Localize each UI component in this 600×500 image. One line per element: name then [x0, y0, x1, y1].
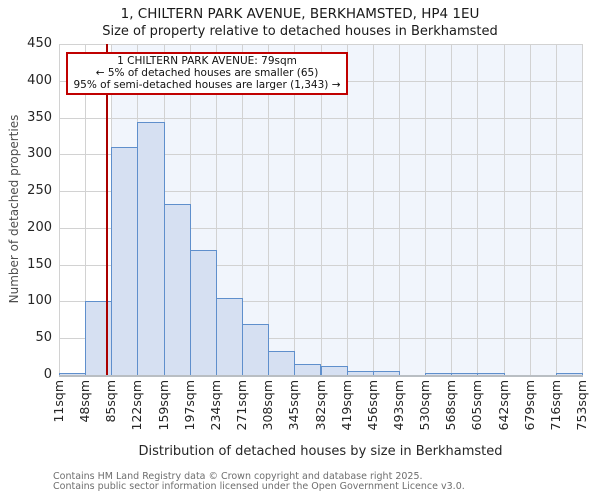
annotation-line2: ← 5% of detached houses are smaller (65) — [95, 67, 319, 80]
histogram-bar — [242, 324, 270, 375]
gridline-vertical — [530, 44, 531, 375]
gridline-vertical — [242, 44, 243, 375]
gridline-horizontal — [59, 118, 582, 119]
x-tick-label: 679sqm — [522, 380, 537, 431]
histogram-bar — [111, 147, 139, 375]
gridline-vertical — [216, 44, 217, 375]
x-tick-label: 345sqm — [286, 380, 301, 431]
y-axis-label: Number of detached properties — [7, 114, 21, 304]
y-tick-label: 200 — [27, 220, 52, 235]
x-tick-label: 382sqm — [313, 380, 328, 431]
gridline-vertical — [399, 44, 400, 375]
y-tick-label: 450 — [27, 36, 52, 51]
gridline-vertical — [556, 44, 557, 375]
gridline-vertical — [425, 44, 426, 375]
histogram-bar — [294, 364, 322, 375]
x-tick-label: 568sqm — [443, 380, 458, 431]
gridline-vertical — [268, 44, 269, 375]
histogram-bar — [372, 370, 400, 375]
y-tick-label: 300 — [27, 146, 52, 161]
y-tick-label: 150 — [27, 257, 52, 272]
chart-subtitle: Size of property relative to detached ho… — [102, 24, 498, 39]
gridline-vertical — [504, 44, 505, 375]
gridline-vertical — [347, 44, 348, 375]
x-tick-label: 530sqm — [417, 380, 432, 431]
x-tick-label: 456sqm — [365, 380, 380, 431]
x-tick-label: 85sqm — [103, 380, 118, 423]
gridline-vertical — [321, 44, 322, 375]
chart-title: 1, CHILTERN PARK AVENUE, BERKHAMSTED, HP… — [120, 6, 480, 22]
gridline-vertical — [373, 44, 374, 375]
x-tick-label: 122sqm — [129, 380, 144, 431]
gridline-vertical — [294, 44, 295, 375]
x-tick-label: 308sqm — [260, 380, 275, 431]
histogram-bar — [320, 366, 348, 375]
footer-line2: Contains public sector information licen… — [53, 481, 465, 492]
x-tick-label: 159sqm — [156, 380, 171, 431]
gridline-vertical — [582, 44, 583, 375]
x-tick-label: 271sqm — [234, 380, 249, 431]
gridline-vertical — [451, 44, 452, 375]
footer-line1: Contains HM Land Registry data © Crown c… — [53, 471, 423, 482]
gridline-horizontal — [59, 301, 582, 302]
histogram-bar — [137, 122, 165, 375]
y-tick-label: 100 — [27, 293, 52, 308]
x-axis-title: Distribution of detached houses by size … — [138, 444, 503, 459]
x-tick-label: 642sqm — [496, 380, 511, 431]
x-axis-line — [59, 375, 583, 377]
x-tick-label: 605sqm — [469, 380, 484, 431]
y-tick-label: 50 — [35, 330, 52, 345]
gridline-horizontal — [59, 228, 582, 229]
y-tick-label: 0 — [43, 367, 52, 382]
gridline-horizontal — [59, 44, 582, 45]
annotation-line1: 1 CHILTERN PARK AVENUE: 79sqm — [117, 55, 297, 67]
x-tick-label: 234sqm — [208, 380, 223, 431]
x-tick-label: 753sqm — [574, 380, 589, 431]
x-tick-label: 197sqm — [182, 380, 197, 431]
gridline-vertical — [477, 44, 478, 375]
gridline-horizontal — [59, 191, 582, 192]
property-size-marker-line — [106, 44, 109, 375]
histogram-bar — [268, 350, 296, 375]
histogram-bar — [555, 373, 583, 375]
gridline-vertical — [85, 44, 86, 375]
histogram-bar — [215, 297, 244, 375]
gridline-horizontal — [59, 338, 582, 339]
gridline-horizontal — [59, 265, 582, 266]
histogram-bar — [163, 203, 191, 375]
histogram-bar — [85, 301, 113, 375]
x-tick-label: 419sqm — [339, 380, 354, 431]
x-tick-label: 716sqm — [548, 380, 563, 431]
y-tick-label: 400 — [27, 73, 52, 88]
x-tick-label: 493sqm — [391, 380, 406, 431]
gridline-horizontal — [59, 154, 582, 155]
annotation-box: 1 CHILTERN PARK AVENUE: 79sqm ← 5% of de… — [66, 52, 348, 95]
y-tick-label: 350 — [27, 110, 52, 125]
x-tick-label: 11sqm — [51, 380, 66, 423]
x-tick-label: 48sqm — [77, 380, 92, 423]
annotation-line3: 95% of semi-detached houses are larger (… — [73, 79, 341, 92]
histogram-bar — [477, 373, 505, 375]
plot-area: 1 CHILTERN PARK AVENUE: 79sqm ← 5% of de… — [59, 44, 583, 375]
histogram-bar — [189, 250, 217, 375]
gridline-vertical — [59, 44, 60, 375]
y-tick-label: 250 — [27, 183, 52, 198]
